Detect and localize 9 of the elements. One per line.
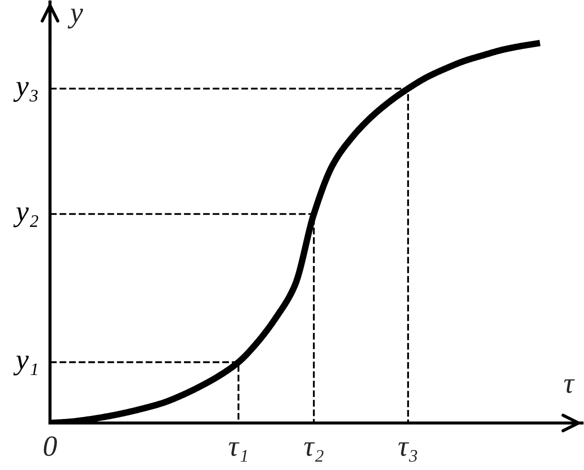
x-tick-label: τ₁ [228, 442, 247, 462]
y-axis-title: y [68, 8, 84, 28]
x-tick-label: τ₃ [398, 442, 418, 462]
x-tick-label: τ₂ [304, 442, 324, 462]
series-label: y₁ [13, 356, 37, 376]
x-axis-title: τ [564, 379, 575, 394]
x-tick-label: 0 [44, 436, 57, 456]
series-label: y₃ [13, 82, 38, 102]
series-label: y₂ [13, 208, 38, 228]
